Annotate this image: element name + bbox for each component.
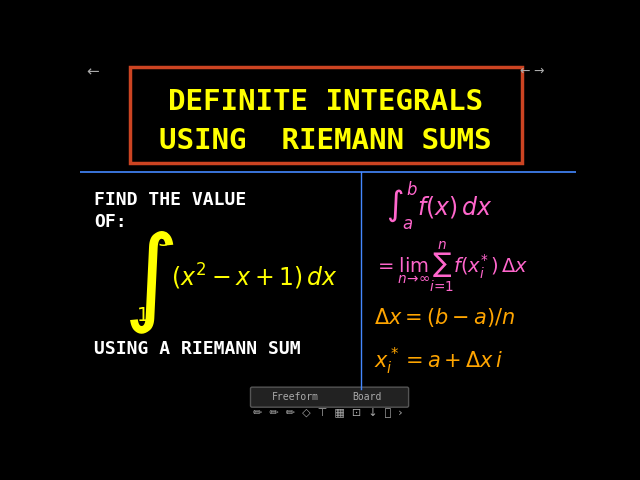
Text: ←: ←	[520, 65, 530, 78]
Text: →: →	[533, 65, 544, 78]
Text: OF:: OF:	[94, 213, 127, 230]
Text: $\int_a^b f(x)\,dx$: $\int_a^b f(x)\,dx$	[386, 179, 493, 232]
Text: ✏  ✏  ✏  ◇  ⊤  ▦  ⊡  ↓  ✋  ›: ✏ ✏ ✏ ◇ ⊤ ▦ ⊡ ↓ ✋ ›	[253, 408, 403, 419]
Text: $1$: $1$	[136, 306, 148, 325]
Text: ←: ←	[86, 64, 99, 79]
Text: Freeform: Freeform	[272, 392, 319, 402]
Text: $= \lim_{n\to\infty} \sum_{i=1}^{n} f(x_i^*)\,\Delta x$: $= \lim_{n\to\infty} \sum_{i=1}^{n} f(x_…	[374, 240, 529, 295]
Text: $\int$: $\int$	[123, 229, 174, 336]
Text: FIND THE VALUE: FIND THE VALUE	[94, 191, 246, 209]
Text: $3$: $3$	[157, 231, 170, 251]
Bar	[131, 67, 522, 163]
Text: USING  RIEMANN SUMS: USING RIEMANN SUMS	[159, 127, 492, 155]
Text: DEFINITE INTEGRALS: DEFINITE INTEGRALS	[168, 88, 483, 116]
Text: Board: Board	[352, 392, 381, 402]
Text: $\Delta x = (b-a)/n$: $\Delta x = (b-a)/n$	[374, 306, 516, 329]
Text: USING A RIEMANN SUM: USING A RIEMANN SUM	[94, 340, 301, 358]
FancyBboxPatch shape	[250, 387, 408, 407]
Text: $(x^2 - x + 1)\,dx$: $(x^2 - x + 1)\,dx$	[171, 262, 338, 292]
Text: $x_i^* = a + \Delta x\, i$: $x_i^* = a + \Delta x\, i$	[374, 346, 504, 377]
